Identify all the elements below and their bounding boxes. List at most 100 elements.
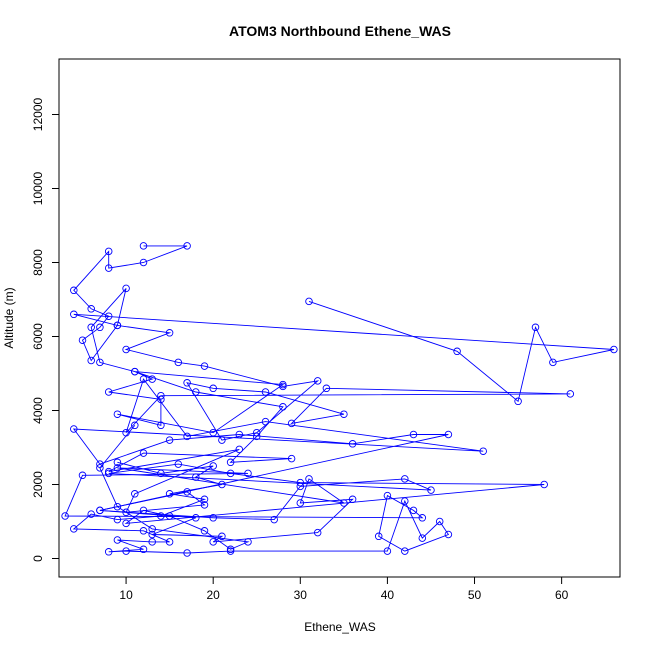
y-tick-label: 2000: [31, 471, 45, 498]
data-point: [157, 421, 165, 430]
data-point: [139, 375, 148, 383]
data-point: [139, 527, 148, 535]
data-point: [139, 242, 148, 250]
data-point: [200, 362, 209, 370]
data-point: [401, 547, 409, 555]
data-point: [78, 336, 87, 344]
data-point: [139, 506, 148, 515]
data-point: [340, 410, 348, 418]
data-point: [409, 430, 418, 439]
data-point: [131, 421, 139, 430]
data-point: [70, 286, 78, 295]
data-point: [531, 323, 540, 332]
data-point: [122, 428, 130, 437]
data-point: [96, 464, 104, 472]
x-tick-label: 40: [381, 588, 395, 602]
data-point: [61, 512, 69, 520]
y-tick-label: 8000: [31, 249, 45, 276]
data-point: [113, 515, 122, 524]
data-point: [183, 242, 191, 250]
data-point: [244, 538, 252, 546]
plot-frame: [58, 58, 621, 578]
data-point: [270, 515, 278, 524]
x-tick-label: 60: [555, 588, 569, 602]
y-tick-label: 10000: [31, 171, 45, 205]
data-point: [374, 532, 383, 541]
data-point: [104, 388, 113, 396]
data-point: [183, 432, 191, 441]
data-point: [113, 410, 122, 418]
data-point: [200, 527, 209, 535]
data-point: [139, 449, 148, 457]
data-point: [122, 284, 130, 293]
data-point: [78, 471, 87, 480]
data-point: [287, 419, 296, 428]
data-point: [453, 347, 461, 356]
data-point: [418, 534, 427, 542]
data-point: [444, 430, 453, 439]
data-point: [96, 358, 104, 367]
data-point: [200, 495, 209, 504]
data-point: [113, 321, 122, 330]
data-point: [165, 436, 174, 444]
plot-area: [61, 242, 618, 557]
data-point: [183, 549, 191, 557]
data-point: [305, 297, 313, 306]
data-point: [96, 323, 104, 332]
data-point: [192, 514, 200, 522]
data-point: [549, 358, 557, 367]
data-point: [192, 473, 200, 481]
data-point: [418, 514, 427, 522]
x-axis-label: Ethene_WAS: [304, 620, 376, 634]
data-point: [401, 475, 409, 483]
data-point: [139, 258, 148, 267]
data-point: [261, 388, 270, 396]
data-point: [87, 323, 95, 332]
data-point: [226, 469, 235, 478]
data-point: [104, 469, 113, 478]
data-point: [226, 458, 235, 467]
data-point: [566, 390, 575, 398]
data-point: [131, 367, 139, 376]
x-tick-label: 20: [207, 588, 221, 602]
x-axis: 10 20 30 40 50 60: [119, 576, 569, 602]
data-point: [427, 486, 435, 494]
data-point: [165, 329, 174, 337]
data-point: [104, 548, 113, 556]
data-point: [209, 384, 217, 393]
data-point: [157, 469, 165, 478]
data-point: [157, 391, 165, 400]
data-point: [148, 530, 156, 539]
data-point: [226, 547, 235, 555]
y-tick-label: 0: [31, 555, 45, 562]
y-tick-label: 6000: [31, 323, 45, 350]
data-point: [183, 379, 191, 387]
data-point: [226, 545, 235, 554]
series-line-2: [72, 300, 614, 550]
data-point: [348, 440, 357, 448]
data-point: [296, 482, 305, 491]
data-point: [131, 490, 139, 498]
x-tick-label: 50: [468, 588, 482, 602]
chart-title: ATOM3 Northbound Ethene_WAS: [229, 23, 451, 39]
data-point: [209, 428, 217, 437]
data-point: [122, 547, 130, 555]
data-point: [87, 305, 95, 313]
data-point: [165, 538, 174, 546]
data-point: [113, 458, 122, 467]
data-point: [279, 380, 287, 389]
data-point: [409, 506, 418, 515]
data-point: [322, 384, 331, 393]
data-point: [444, 530, 453, 539]
data-point: [122, 345, 130, 354]
data-point: [70, 310, 78, 319]
data-point: [296, 499, 305, 507]
x-tick-label: 10: [119, 588, 133, 602]
data-point: [235, 430, 244, 439]
data-point: [287, 454, 296, 463]
data-point: [296, 478, 305, 487]
data-point: [244, 469, 252, 478]
data-point: [514, 397, 522, 406]
data-point: [435, 517, 444, 526]
